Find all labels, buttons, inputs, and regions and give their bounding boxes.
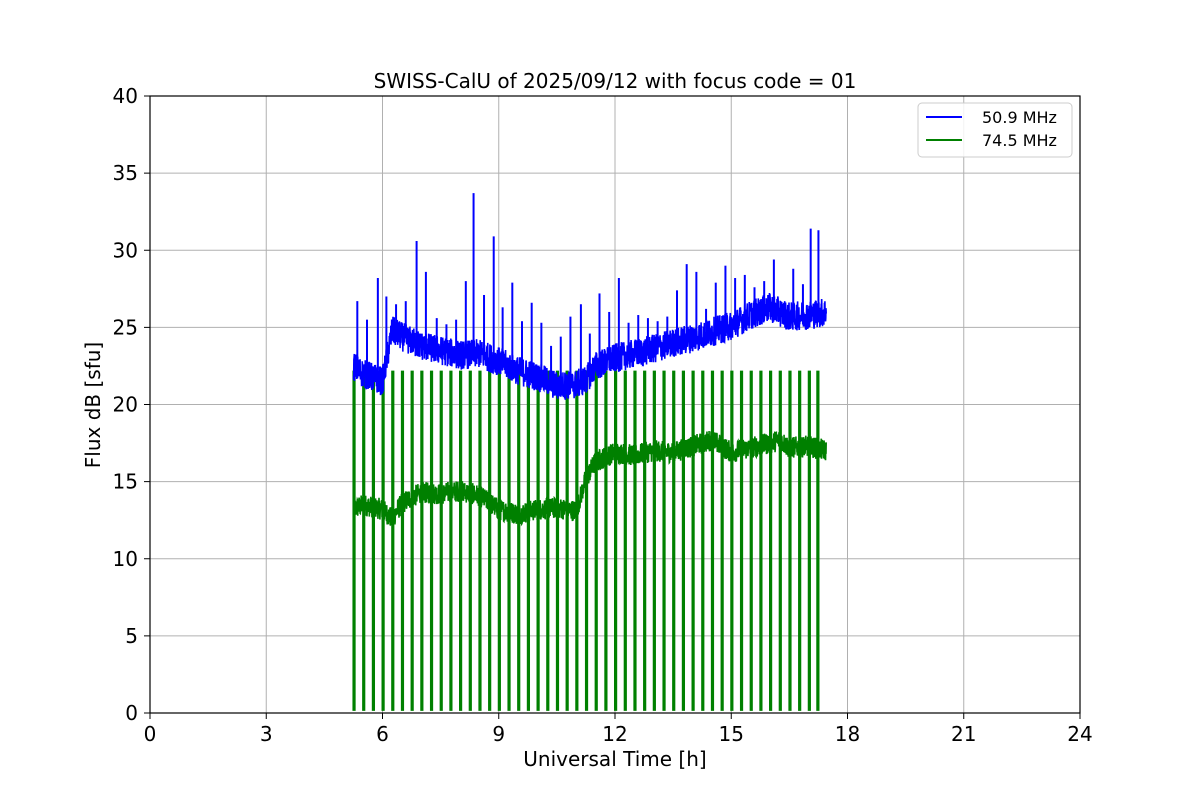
calibration-spike — [468, 370, 472, 711]
legend-label-74-5: 74.5 MHz — [982, 131, 1057, 150]
axis-ticks: 0 3 6 9 12 15 18 21 24 0 5 10 15 20 25 30 35 40 — [113, 84, 1093, 746]
calibration-spike — [623, 370, 627, 711]
y-tick-label: 10 — [113, 547, 138, 571]
calibration-spike — [662, 370, 666, 711]
x-tick-label: 21 — [951, 722, 976, 746]
x-tick-label: 6 — [376, 722, 389, 746]
calibration-spike — [672, 370, 676, 711]
x-tick-label: 0 — [144, 722, 157, 746]
calibration-spike — [778, 370, 782, 711]
calibration-spike — [710, 370, 715, 711]
calibration-spike — [352, 370, 356, 711]
calibration-spike — [652, 370, 656, 711]
calibration-spike — [400, 370, 405, 711]
calibration-spike — [410, 370, 414, 711]
calibration-spike — [604, 370, 608, 711]
calibration-spike — [769, 370, 773, 711]
calibration-spike — [371, 370, 376, 711]
calibration-spike — [759, 370, 763, 711]
calibration-spike — [788, 370, 792, 711]
calibration-spike — [429, 370, 434, 711]
calibration-spike — [488, 370, 492, 711]
calibration-spike — [420, 370, 424, 711]
y-tick-label: 0 — [125, 701, 138, 725]
y-tick-label: 40 — [113, 84, 138, 108]
calibration-spike — [507, 370, 511, 711]
calibration-spike — [575, 370, 579, 711]
calibration-spike — [517, 370, 521, 711]
x-tick-label: 18 — [835, 722, 860, 746]
calibration-spike — [739, 370, 744, 711]
calibration-spike — [681, 370, 686, 711]
calibration-spike — [614, 370, 618, 711]
calibration-spike — [381, 370, 385, 711]
legend: 50.9 MHz 74.5 MHz — [917, 102, 1073, 158]
chart-title: SWISS-CalU of 2025/09/12 with focus code… — [374, 69, 857, 93]
calibration-spike — [526, 370, 531, 711]
x-tick-label: 9 — [492, 722, 505, 746]
calibration-spike — [701, 370, 705, 711]
y-tick-label: 5 — [125, 624, 138, 648]
calibration-spike — [807, 370, 811, 711]
series-74-5-line — [352, 431, 827, 527]
x-axis-label: Universal Time [h] — [523, 747, 706, 771]
y-tick-label: 30 — [113, 238, 138, 262]
calibration-spike — [497, 370, 501, 711]
calibration-spike — [720, 370, 724, 711]
x-tick-label: 24 — [1067, 722, 1092, 746]
calibration-spike — [449, 370, 453, 711]
calibration-spike — [439, 370, 443, 711]
calibration-spike — [459, 370, 463, 711]
x-tick-label: 15 — [719, 722, 744, 746]
calibration-spike — [565, 370, 569, 711]
calibration-spike — [362, 370, 366, 711]
y-tick-label: 15 — [113, 470, 138, 494]
calibration-spike — [633, 370, 637, 711]
calibration-spike — [594, 370, 598, 711]
calibration-spike — [478, 370, 482, 711]
y-tick-label: 25 — [113, 315, 138, 339]
x-tick-label: 12 — [602, 722, 627, 746]
y-tick-label: 35 — [113, 161, 138, 185]
calibration-spike — [749, 370, 753, 711]
series-layer — [352, 193, 827, 711]
calibration-spike — [536, 370, 540, 711]
calibration-spike — [555, 370, 560, 711]
y-tick-label: 20 — [113, 393, 138, 417]
calibration-spike — [643, 370, 647, 711]
y-axis-label: Flux dB [sfu] — [81, 342, 105, 468]
calibration-spike — [730, 370, 734, 711]
calibration-spike — [584, 370, 589, 711]
calibration-spike — [391, 370, 395, 711]
calibration-spike — [798, 370, 802, 711]
legend-label-50-9: 50.9 MHz — [982, 108, 1057, 127]
calibration-spike — [816, 370, 820, 711]
calibration-spike — [546, 370, 550, 711]
x-tick-label: 3 — [260, 722, 273, 746]
calibration-spike — [691, 370, 695, 711]
